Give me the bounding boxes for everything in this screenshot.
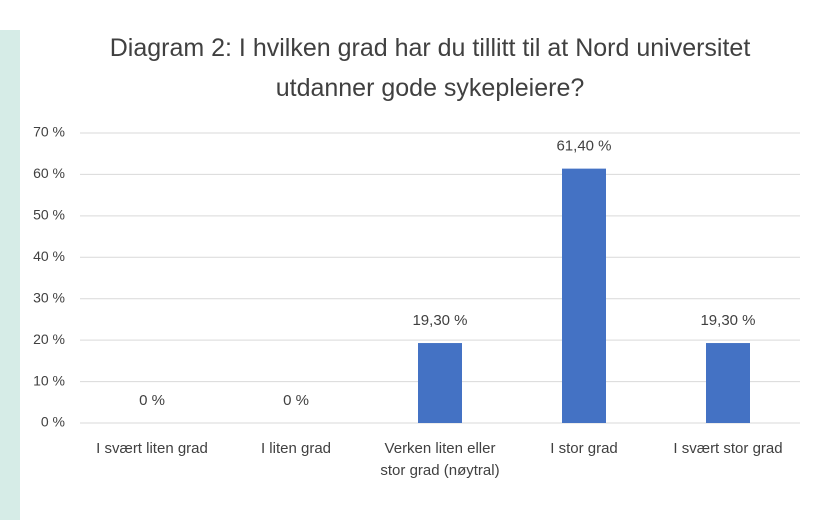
bar bbox=[706, 343, 750, 423]
data-label: 61,40 % bbox=[556, 138, 611, 155]
data-label: 0 % bbox=[283, 392, 309, 409]
data-label: 19,30 % bbox=[700, 312, 755, 329]
x-tick-label: I stor grad bbox=[550, 440, 618, 457]
y-tick-label: 20 % bbox=[33, 331, 65, 347]
x-tick-label: Verken liten eller stor grad (nøytral) bbox=[380, 440, 500, 479]
y-tick-label: 30 % bbox=[33, 289, 65, 305]
chart-title: Diagram 2: I hvilken grad har du tillitt… bbox=[109, 34, 751, 102]
side-strip bbox=[0, 30, 20, 520]
x-tick-label: I svært stor grad bbox=[673, 440, 783, 457]
y-tick-label: 0 % bbox=[41, 414, 65, 430]
y-tick-label: 60 % bbox=[33, 165, 65, 181]
y-tick-label: 10 % bbox=[33, 372, 65, 388]
y-tick-label: 40 % bbox=[33, 248, 65, 264]
bar bbox=[418, 343, 462, 423]
data-label: 0 % bbox=[139, 392, 165, 409]
x-tick-label: I svært liten grad bbox=[96, 440, 208, 457]
data-label: 19,30 % bbox=[412, 312, 467, 329]
x-tick-label: I liten grad bbox=[260, 440, 332, 457]
y-tick-label: 50 % bbox=[33, 207, 65, 223]
y-tick-label: 70 % bbox=[33, 124, 65, 140]
bar bbox=[562, 168, 606, 423]
